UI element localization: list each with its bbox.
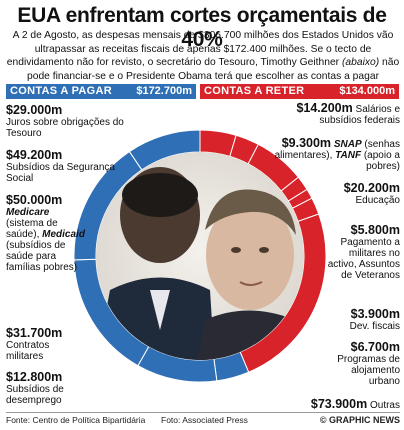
retain-header-value: $134.000m [339, 85, 395, 97]
retain-item: $73.900m Outras [270, 397, 400, 411]
pay-header-bar: CONTAS A PAGAR $172.700m [6, 84, 196, 99]
photo-credit: Foto: Associated Press [161, 415, 248, 425]
pay-desc: Medicare (sistema de saúde), Medicaid (s… [6, 207, 85, 273]
retain-header-label: CONTAS A RETER [204, 85, 305, 97]
retain-amount: $3.900m [350, 307, 400, 321]
pay-item: $49.200m Subsídios da Segurança Social [6, 148, 121, 184]
retain-item: $14.200m Salários e subsídios federais [270, 101, 400, 126]
retain-amount: $20.200m [343, 181, 400, 195]
brand-credit: © GRAPHIC NEWS [319, 415, 400, 425]
source-credit: Fonte: Centro de Política Bipartidária [6, 415, 146, 425]
retain-header-bar: CONTAS A RETER $134.000m [200, 84, 399, 99]
retain-desc: Educação [355, 195, 400, 206]
retain-amount: $14.200m [296, 101, 353, 115]
retain-item: $5.800m Pagamento a militares no activo,… [318, 223, 400, 281]
retain-desc: SNAP (senhas alimentares), TANF (apoio a… [274, 139, 400, 172]
retain-amount: $9.300m [281, 136, 332, 150]
pay-amount: $12.800m [6, 370, 63, 384]
pay-amount: $31.700m [6, 326, 63, 340]
pay-desc: Contratos militares [6, 340, 50, 362]
pay-amount: $49.200m [6, 148, 63, 162]
pay-desc: Subsídios de desemprego [6, 384, 64, 406]
photo-portrait [96, 152, 304, 360]
pay-item: $29.000m Juros sobre obrigações do Tesou… [6, 103, 126, 139]
retain-desc: Programas de alojamento urbano [337, 354, 400, 387]
pay-desc: Subsídios da Segurança Social [6, 162, 115, 184]
retain-desc: Dev. fiscais [349, 321, 400, 332]
retain-desc: Outras [369, 400, 400, 411]
pay-desc: Juros sobre obrigações do Tesouro [6, 117, 124, 139]
footer: Fonte: Centro de Política Bipartidária F… [6, 415, 400, 425]
pay-amount: $50.000m [6, 193, 63, 207]
donut-ring [73, 129, 327, 383]
retain-item: $20.200m Educação [310, 181, 400, 206]
intro-text: A 2 de Agosto, as despesas mensais de $3… [6, 30, 400, 82]
retain-amount: $5.800m [350, 223, 400, 237]
pay-amount: $29.000m [6, 103, 63, 117]
pay-item: $50.000m Medicare (sistema de saúde), Me… [6, 193, 88, 273]
chart-title: EUA enfrentam cortes orçamentais de 40% [17, 4, 387, 51]
pay-header-value: $172.700m [136, 85, 192, 97]
pay-item: $12.800m Subsídios de desemprego [6, 370, 88, 406]
retain-desc: Pagamento a militares no activo, Assunto… [327, 237, 400, 281]
retain-amount: $73.900m [310, 397, 368, 411]
pay-header-label: CONTAS A PAGAR [10, 85, 112, 97]
retain-desc: Salários e subsídios federais [319, 104, 400, 126]
retain-item: $9.300m SNAP (senhas alimentares), TANF … [270, 136, 400, 172]
pay-item: $31.700m Contratos militares [6, 326, 76, 362]
retain-item: $3.900m Dev. fiscais [318, 307, 400, 332]
footer-divider [6, 412, 400, 413]
retain-item: $6.700m Programas de alojamento urbano [318, 340, 400, 387]
retain-amount: $6.700m [350, 340, 400, 354]
